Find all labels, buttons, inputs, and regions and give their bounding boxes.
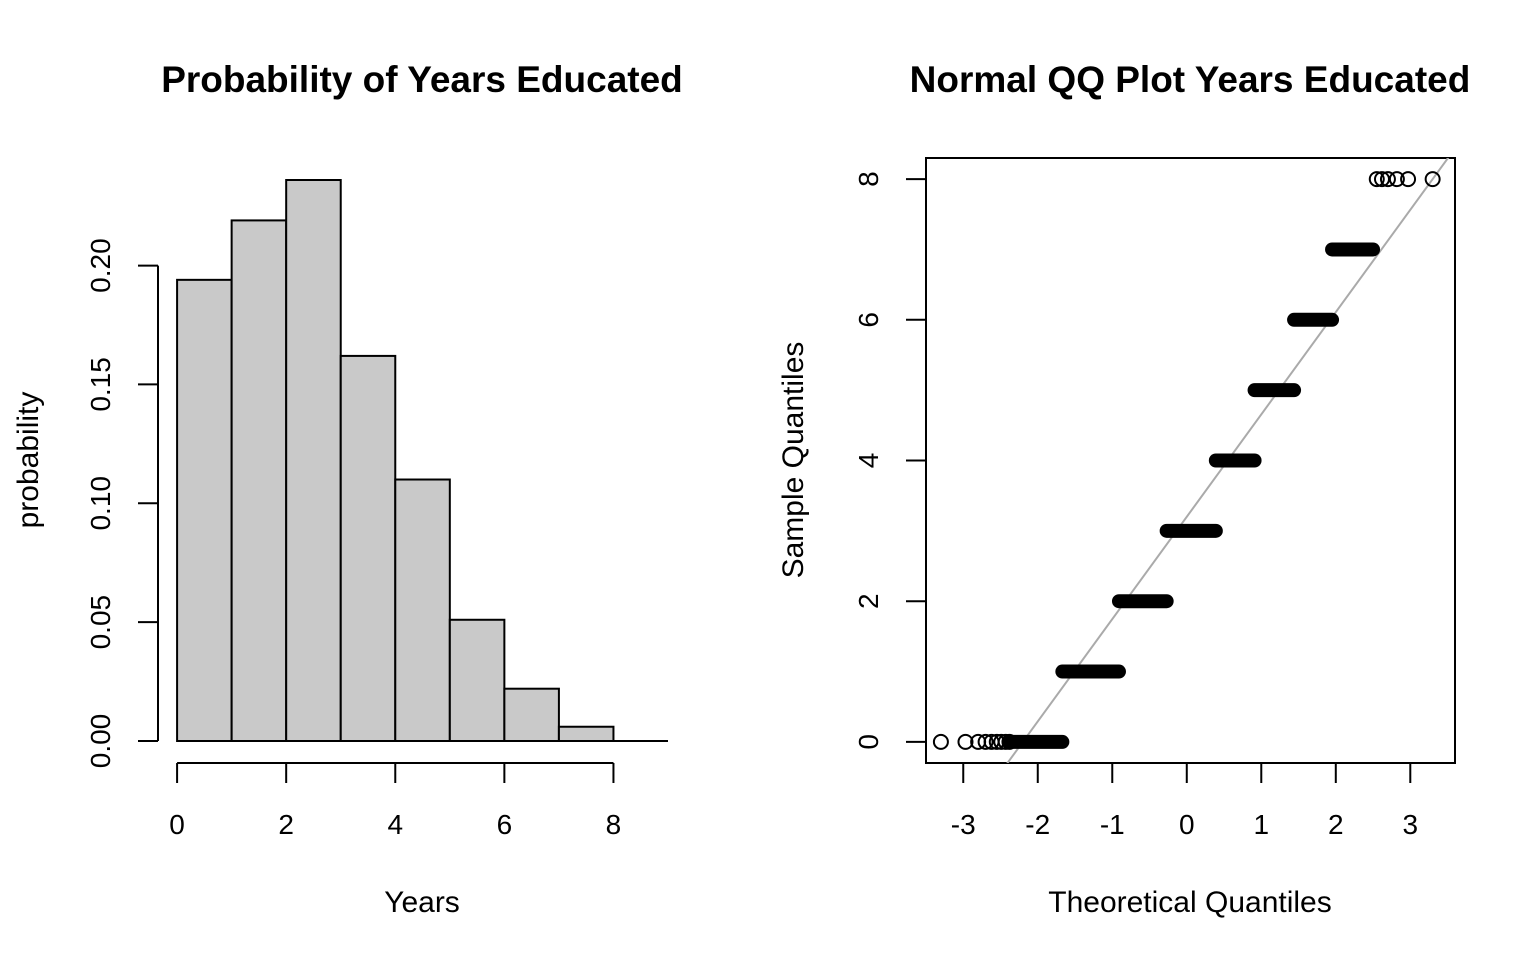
qq-points <box>932 171 1441 750</box>
histogram-y-tick-label-0: 0.00 <box>85 714 116 769</box>
histogram-y-tick-label-2: 0.10 <box>85 476 116 531</box>
qq-x-axis: -3 -2 -1 0 1 2 3 <box>951 763 1418 840</box>
qq-point-6 <box>993 733 1010 750</box>
qq-x-tick-label-4: 1 <box>1253 809 1269 840</box>
qq-y-tick-label-2: 4 <box>853 453 884 469</box>
qq-x-tick-label-2: -1 <box>1100 809 1125 840</box>
qq-point-8 <box>1001 733 1018 750</box>
histogram-x-tick-label-3: 6 <box>497 809 513 840</box>
histogram-bar-7 <box>557 725 615 743</box>
qq-x-tick-label-0: -3 <box>951 809 976 840</box>
histogram-bars <box>176 179 668 743</box>
qq-point-5 <box>988 733 1005 750</box>
qq-reference-line <box>1006 158 1450 763</box>
qq-point-3 <box>977 733 994 750</box>
qq-y-label: Sample Quantiles <box>777 342 810 579</box>
histogram-y-axis: 0.00 0.05 0.10 0.15 0.20 <box>85 238 159 769</box>
qq-y-tick-label-1: 2 <box>853 593 884 609</box>
histogram-x-label: Years <box>384 886 460 919</box>
histogram-bar-2 <box>285 179 342 742</box>
histogram-x-axis: 0 2 4 6 8 <box>169 762 622 840</box>
histogram-x-tick-label-2: 4 <box>387 809 403 840</box>
histogram-x-tick-label-4: 8 <box>606 809 622 840</box>
qq-point-12 <box>1388 171 1405 188</box>
histogram-x-tick-label-0: 0 <box>169 809 185 840</box>
qq-y-tick-label-3: 6 <box>853 312 884 328</box>
qq-point-9 <box>1368 171 1385 188</box>
histogram-y-tick-label-1: 0.05 <box>85 595 116 650</box>
qq-y-axis: 0 2 4 6 8 <box>853 171 926 750</box>
histogram-y-tick-label-4: 0.20 <box>85 238 116 293</box>
histogram-title: Probability of Years Educated <box>161 59 683 100</box>
qq-plot-panel: Normal QQ Plot Years Educated -3 -2 -1 0 1 2 3… <box>777 59 1470 919</box>
qq-x-label: Theoretical Quantiles <box>1048 886 1331 919</box>
histogram-panel: Probability of Years Educated 0 2 4 6 8 0.00… <box>12 59 683 919</box>
qq-plot-title: Normal QQ Plot Years Educated <box>910 59 1471 100</box>
qq-point-11 <box>1379 171 1396 188</box>
qq-y-tick-label-4: 8 <box>853 171 884 187</box>
histogram-y-tick-label-3: 0.15 <box>85 357 116 412</box>
histogram-bar-1 <box>230 219 288 742</box>
histogram-bar-0 <box>176 278 233 742</box>
histogram-bar-6 <box>503 687 560 742</box>
qq-point-14 <box>1424 171 1441 188</box>
qq-x-tick-label-1: -2 <box>1025 809 1050 840</box>
histogram-y-label: probability <box>12 392 45 529</box>
qq-point-0 <box>932 733 949 750</box>
qq-x-tick-label-5: 2 <box>1328 809 1344 840</box>
qq-point-1 <box>957 733 974 750</box>
histogram-x-tick-label-1: 2 <box>278 809 294 840</box>
qq-x-tick-label-3: 0 <box>1179 809 1195 840</box>
qq-point-13 <box>1400 171 1417 188</box>
qq-y-tick-label-0: 0 <box>853 734 884 750</box>
histogram-bar-3 <box>339 354 397 742</box>
histogram-bar-4 <box>394 478 451 742</box>
qq-reference-line-group <box>1006 158 1450 763</box>
histogram-bar-5 <box>448 618 506 743</box>
qq-x-tick-label-6: 3 <box>1403 809 1419 840</box>
